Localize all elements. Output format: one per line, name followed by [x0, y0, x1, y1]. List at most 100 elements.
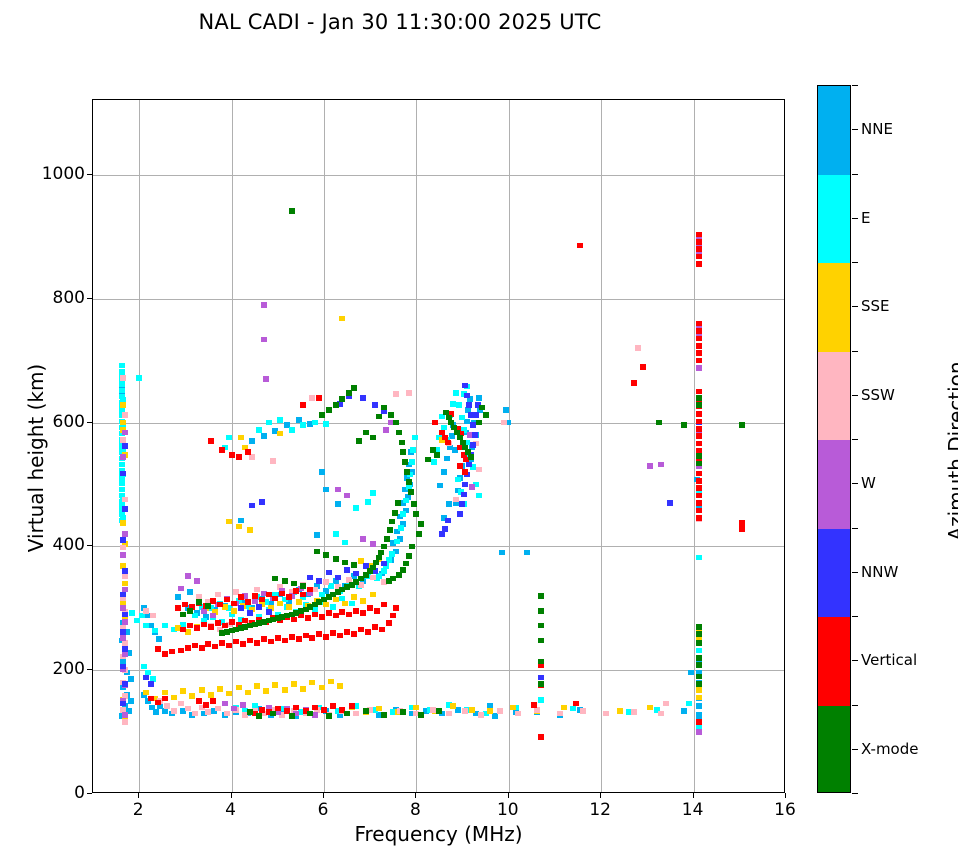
colorbar-band-nnw[interactable]: [818, 528, 850, 617]
scatter-point: [422, 708, 429, 714]
plot-canvas[interactable]: [92, 99, 785, 793]
scatter-point: [318, 591, 325, 598]
gridline-horizontal: [93, 546, 784, 548]
scatter-point: [408, 543, 415, 550]
x-tick-label: 10: [496, 800, 519, 820]
scatter-point: [696, 624, 703, 630]
scatter-point: [510, 704, 517, 711]
scatter-point: [318, 684, 325, 691]
scatter-point: [381, 560, 388, 567]
colorbar-label-sse: SSE: [861, 297, 890, 316]
scatter-point: [318, 469, 325, 475]
scatter-point: [304, 615, 311, 621]
scatter-point: [415, 531, 422, 537]
scatter-point: [143, 607, 150, 614]
scatter-point: [260, 433, 267, 439]
scatter-point: [233, 589, 240, 595]
scatter-point: [376, 711, 383, 718]
scatter-point: [394, 500, 401, 506]
scatter-point: [120, 375, 127, 381]
scatter-point: [235, 523, 242, 530]
scatter-point: [378, 549, 385, 556]
scatter-point: [630, 709, 637, 716]
scatter-point: [281, 637, 288, 644]
colorbar-boundary-tick: [852, 704, 858, 706]
colorbar-band-x-mode[interactable]: [818, 705, 850, 792]
scatter-point: [272, 575, 279, 582]
scatter-point: [228, 619, 235, 625]
scatter-point: [538, 593, 545, 599]
scatter-point: [362, 563, 369, 569]
scatter-point: [468, 707, 475, 713]
scatter-point: [154, 699, 161, 706]
colorbar-band-sse[interactable]: [818, 263, 850, 352]
scatter-point: [200, 607, 207, 614]
scatter-point: [120, 470, 127, 477]
scatter-point: [465, 407, 472, 413]
scatter-point: [226, 642, 233, 649]
scatter-point: [357, 575, 364, 582]
scatter-point: [696, 662, 703, 668]
scatter-point: [272, 428, 279, 434]
scatter-point: [348, 600, 355, 607]
scatter-point: [120, 397, 127, 404]
scatter-point: [408, 704, 415, 711]
scatter-point: [362, 429, 369, 436]
scatter-point: [332, 596, 339, 603]
scatter-point: [339, 396, 346, 402]
scatter-point: [258, 596, 265, 603]
scatter-point: [219, 640, 226, 646]
scatter-point: [696, 425, 703, 432]
scatter-point: [286, 604, 293, 610]
scatter-point: [501, 419, 508, 426]
x-tick: [600, 793, 602, 798]
scatter-point: [256, 620, 263, 626]
x-tick-label: 2: [132, 800, 144, 820]
scatter-point: [161, 689, 168, 696]
x-tick-label: 14: [681, 800, 704, 820]
scatter-point: [696, 231, 703, 238]
scatter-point: [191, 612, 198, 619]
scatter-point: [235, 621, 242, 628]
scatter-point: [288, 589, 295, 595]
scatter-point: [332, 531, 339, 537]
scatter-point: [696, 246, 703, 252]
scatter-point: [211, 708, 218, 714]
scatter-point: [247, 527, 254, 534]
colorbar-tick: [852, 483, 858, 485]
scatter-point: [277, 417, 284, 423]
colorbar-band-ssw[interactable]: [818, 351, 850, 440]
scatter-point: [200, 710, 207, 717]
scatter-point: [334, 708, 341, 714]
scatter-point: [448, 411, 455, 417]
scatter-point: [247, 622, 254, 629]
colorbar-band-vertical[interactable]: [818, 617, 850, 706]
colorbar-boundary-tick: [852, 85, 858, 86]
scatter-point: [207, 624, 214, 630]
scatter-point: [473, 481, 480, 488]
scatter-point: [120, 629, 127, 635]
colorbar-band-w[interactable]: [818, 440, 850, 529]
scatter-point: [353, 505, 360, 511]
x-tick-label: 12: [589, 800, 612, 820]
scatter-point: [398, 439, 405, 446]
colorbar[interactable]: [817, 85, 851, 793]
scatter-point: [438, 429, 445, 436]
scatter-point: [482, 412, 489, 418]
y-tick-label: 400: [52, 535, 85, 556]
scatter-point: [311, 601, 318, 608]
scatter-point: [180, 611, 187, 618]
scatter-point: [367, 707, 374, 713]
scatter-point: [118, 406, 125, 412]
scatter-point: [441, 424, 448, 431]
scatter-point: [383, 536, 390, 542]
scatter-point: [390, 612, 397, 619]
scatter-point: [300, 591, 307, 598]
y-tick: [87, 173, 92, 175]
colorbar-band-e[interactable]: [818, 174, 850, 263]
scatter-point: [175, 605, 182, 612]
scatter-point: [316, 599, 323, 605]
scatter-point: [205, 599, 212, 605]
colorbar-band-nne[interactable]: [818, 86, 850, 175]
scatter-point: [739, 520, 746, 526]
